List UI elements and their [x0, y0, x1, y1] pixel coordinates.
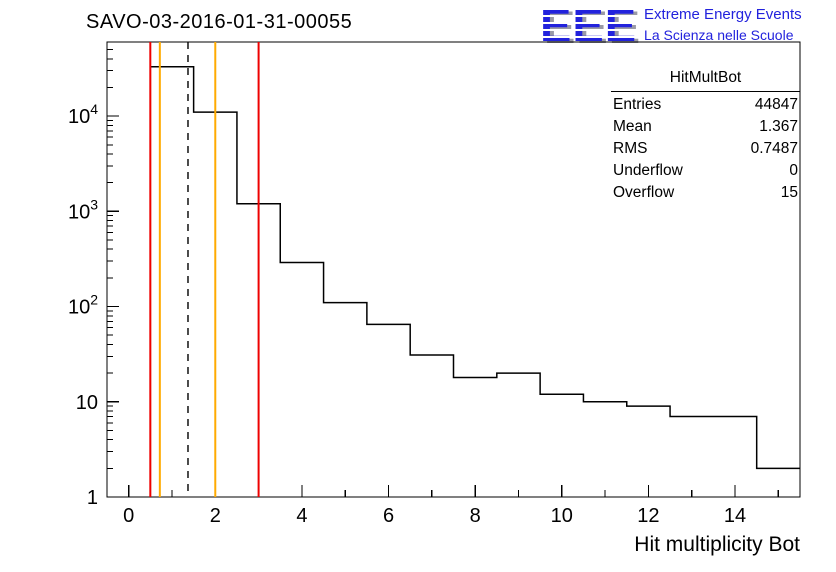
histogram-step: [149, 65, 800, 497]
stats-row-entries: Entries 44847: [611, 94, 800, 116]
stats-value: 0: [789, 162, 798, 179]
y-tick-label: 10: [76, 392, 98, 414]
x-axis-title: Hit multiplicity Bot: [634, 533, 800, 556]
stats-row-underflow: Underflow 0: [611, 160, 800, 182]
stats-value: 15: [780, 184, 798, 201]
stats-row-rms: RMS 0.7487: [611, 138, 800, 160]
plot-title: SAVO-03-2016-01-31-00055: [86, 11, 353, 33]
logo-subtitle-1: Extreme Energy Events: [644, 6, 802, 23]
x-tick-label: 0: [123, 505, 134, 527]
y-tick-label: 102: [68, 292, 98, 319]
logo-subtitle-2: La Scienza nelle Scuole: [644, 27, 794, 43]
stats-value: 1.367: [759, 118, 798, 135]
x-tick-label: 12: [637, 505, 659, 527]
stats-row-overflow: Overflow 15: [611, 182, 800, 204]
stats-box: HitMultBot Entries 44847 Mean 1.367 RMS …: [611, 69, 800, 204]
stats-label: Mean: [613, 118, 652, 135]
x-tick-label: 8: [470, 505, 481, 527]
x-tick-label: 4: [296, 505, 307, 527]
eee-logo-subtitles: Extreme Energy Events La Scienza nelle S…: [644, 1, 802, 43]
stats-label: RMS: [613, 140, 648, 157]
stats-value: 0.7487: [750, 140, 798, 157]
stats-label: Entries: [613, 96, 662, 113]
stats-label: Underflow: [613, 162, 683, 179]
stats-row-mean: Mean 1.367: [611, 116, 800, 138]
y-tick-label: 104: [68, 101, 98, 128]
x-tick-label: 6: [383, 505, 394, 527]
stats-label: Overflow: [613, 184, 675, 201]
stats-value: 44847: [754, 96, 798, 113]
x-tick-label: 2: [210, 505, 221, 527]
x-tick-label: 10: [551, 505, 573, 527]
stats-rows: Entries 44847 Mean 1.367 RMS 0.7487 Unde…: [611, 92, 800, 204]
x-tick-label: 14: [724, 505, 746, 527]
plot-frame: [106, 41, 801, 498]
y-tick-label: 103: [68, 196, 98, 223]
stats-title: HitMultBot: [611, 69, 800, 92]
y-tick-label: 1: [87, 487, 98, 509]
